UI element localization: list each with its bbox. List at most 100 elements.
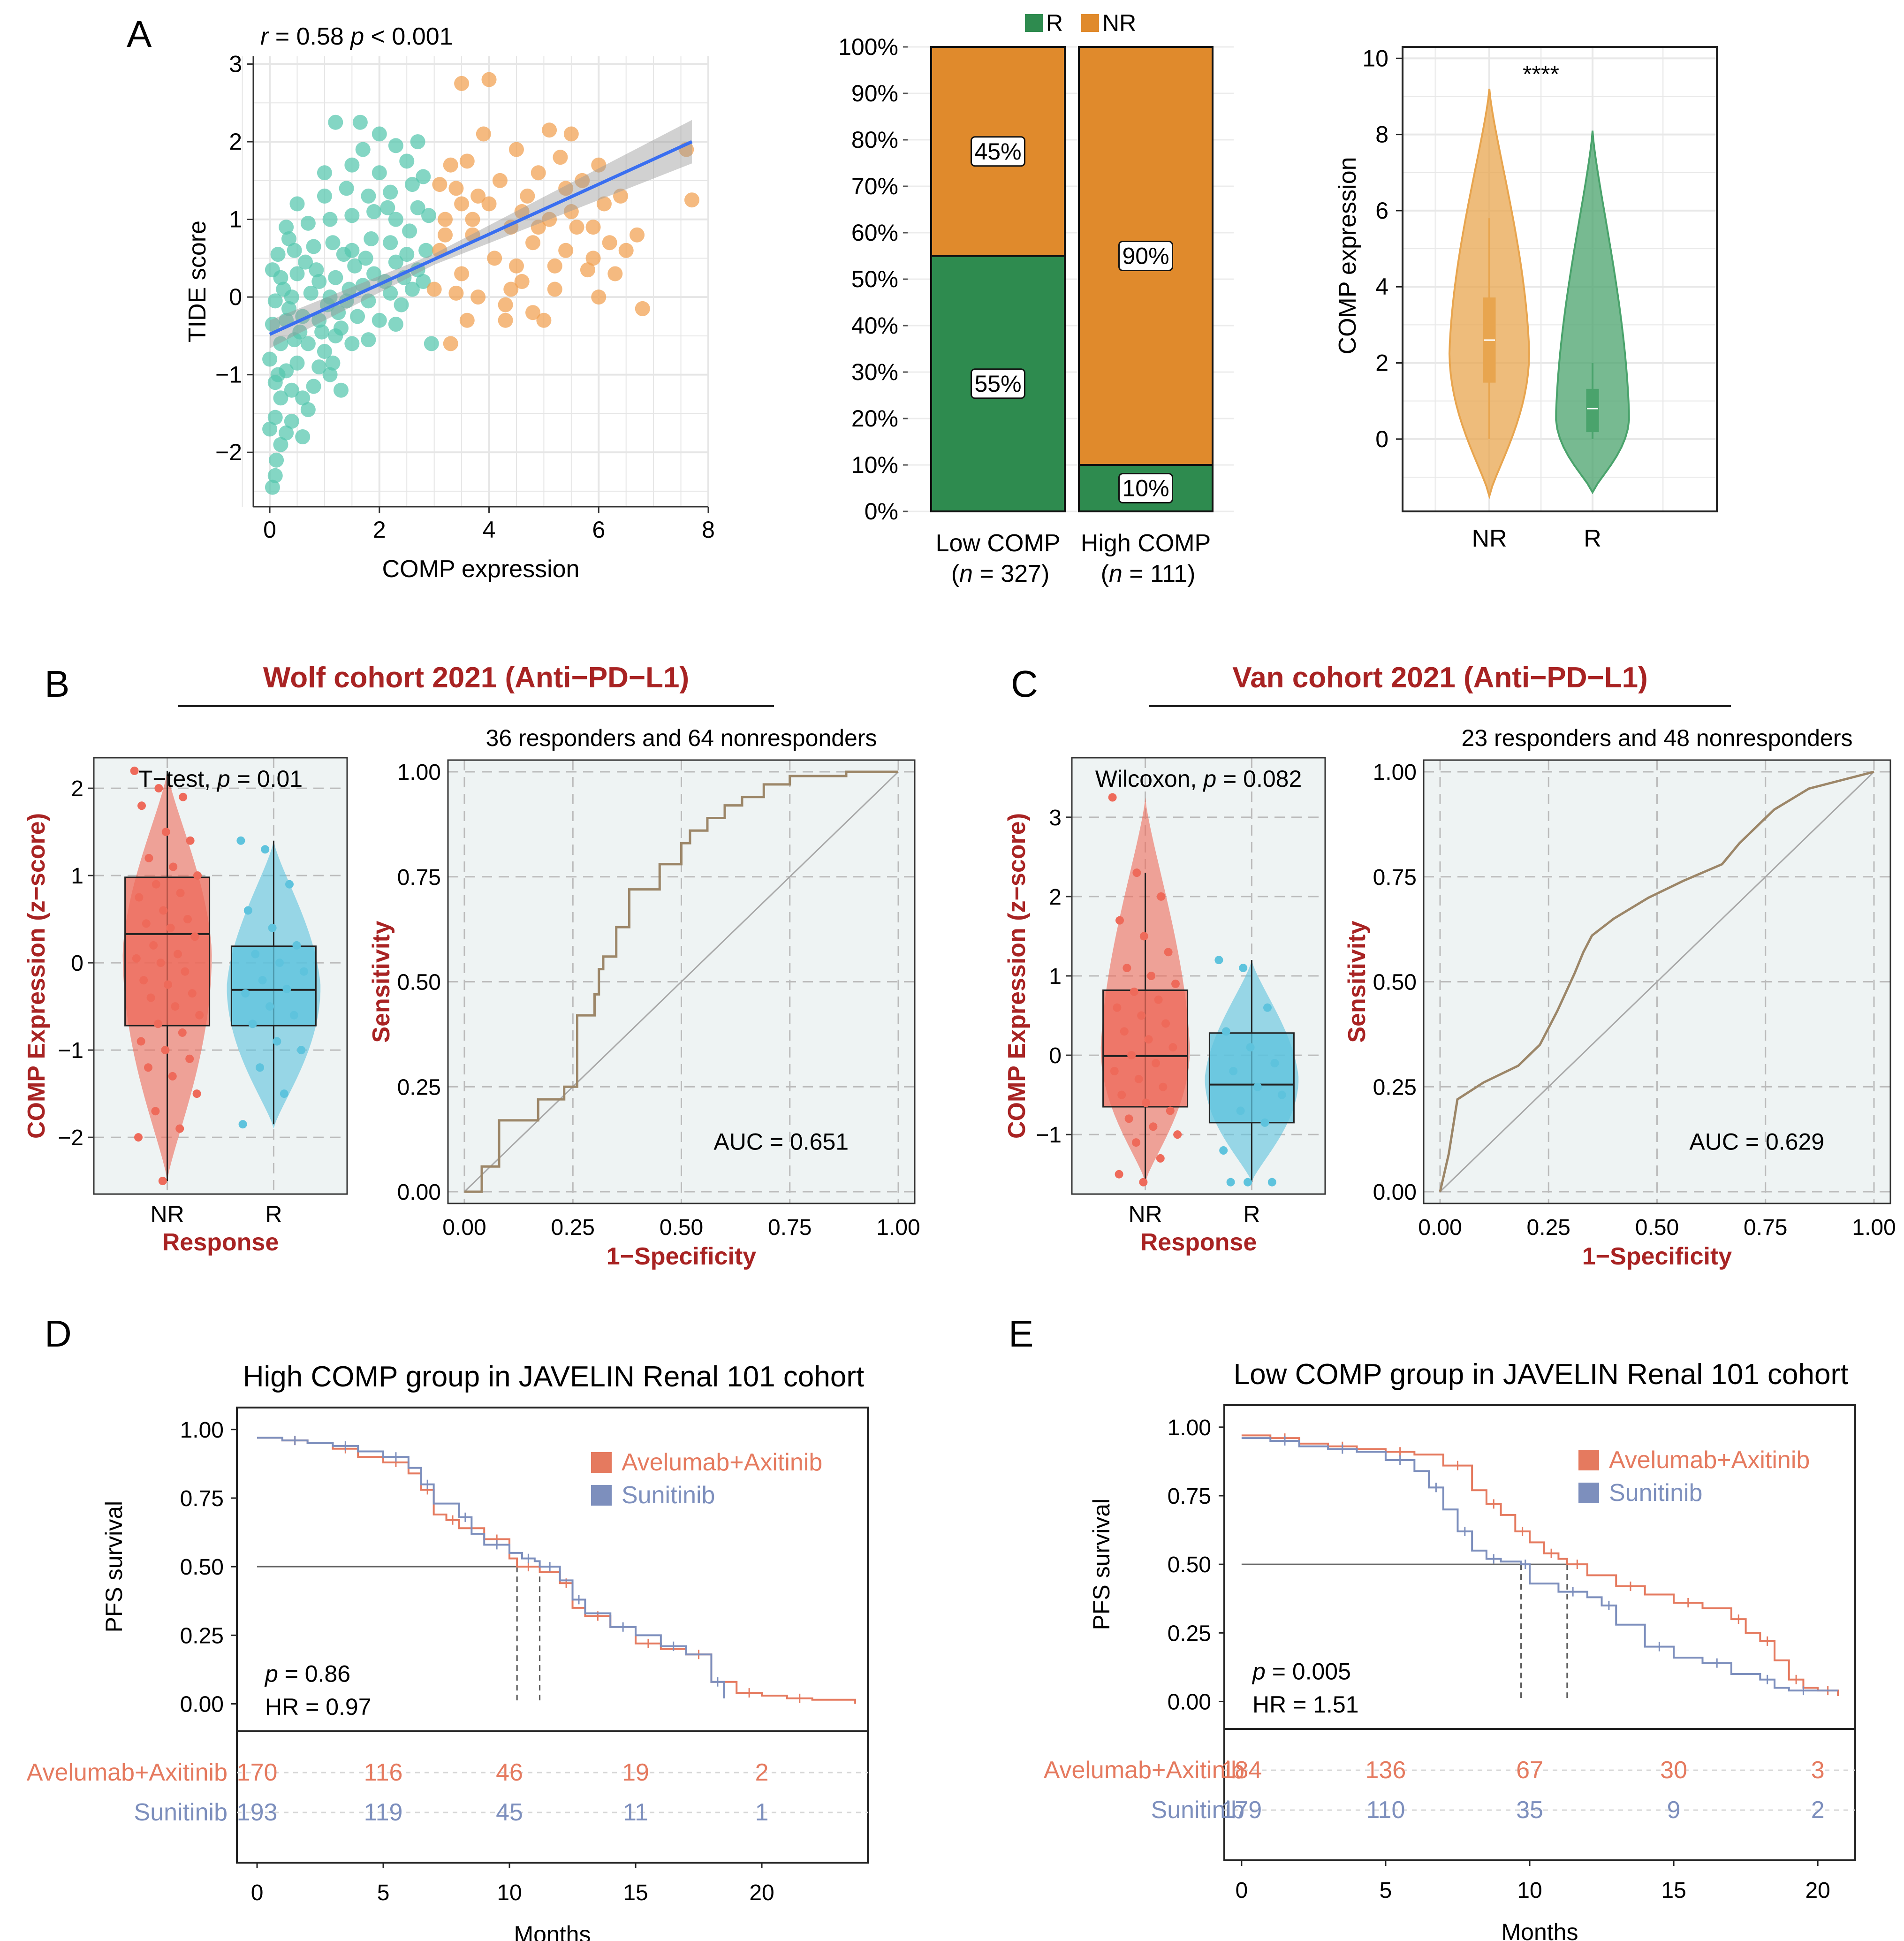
- jitter-point: [273, 1037, 281, 1046]
- jitter-point: [1244, 1178, 1252, 1187]
- scatter-point: [333, 320, 349, 336]
- bar-segment: [930, 255, 1066, 512]
- scatter-point: [262, 351, 278, 367]
- scatter-point: [273, 336, 288, 351]
- scatter-point: [547, 258, 562, 274]
- risk-count: 110: [1366, 1796, 1405, 1824]
- roc-curve: [1439, 770, 1874, 1192]
- y-tick-label: −1: [58, 1038, 83, 1063]
- scatter-point: [602, 235, 617, 251]
- y-axis-label: TIDE score: [184, 221, 211, 343]
- scatter-point: [492, 173, 508, 188]
- x-tick-label: 0.00: [442, 1215, 486, 1240]
- jitter-point: [195, 1011, 204, 1020]
- jitter-point: [134, 1133, 143, 1142]
- scatter-point: [618, 243, 634, 258]
- scatter-point: [404, 177, 420, 192]
- y-tick-label: 0%: [865, 498, 898, 525]
- x-tick-label: 0.50: [660, 1215, 703, 1240]
- scatter-point: [276, 282, 291, 297]
- censor-mark: [1568, 1587, 1578, 1597]
- censor-mark: [1431, 1483, 1441, 1492]
- jitter-point: [161, 828, 170, 837]
- y-tick-label: 3: [1049, 806, 1062, 830]
- x-tick-label: 20: [749, 1880, 774, 1905]
- stat-hr: HR = 0.97: [265, 1694, 372, 1720]
- y-tick-label: 1.00: [180, 1418, 224, 1443]
- test-label: T−test, p = 0.01: [138, 766, 303, 792]
- scatter-point: [281, 301, 296, 316]
- scatter-point: [281, 231, 296, 246]
- jitter-point: [1139, 932, 1148, 941]
- jitter-point: [1236, 1106, 1245, 1115]
- category-label: NR: [1128, 1201, 1162, 1227]
- scatter-point: [325, 355, 341, 371]
- y-tick-label: 3: [229, 51, 242, 77]
- jitter-point: [164, 980, 172, 989]
- jitter-point: [186, 836, 195, 845]
- plot-frame: [1423, 759, 1891, 1204]
- jitter-point: [161, 1046, 170, 1055]
- risk-table-label: Avelumab+Axitinib: [27, 1759, 228, 1786]
- data-label-box: [971, 368, 1025, 399]
- censor-mark: [668, 1641, 678, 1651]
- plot-frame: [447, 759, 916, 1204]
- jitter-point: [289, 1011, 298, 1020]
- panel-label-b: B: [45, 663, 69, 705]
- x-axis-label: Months: [1502, 1919, 1578, 1941]
- jitter-point: [241, 989, 250, 998]
- jitter-point: [1270, 1059, 1279, 1067]
- scatter-point: [303, 285, 319, 301]
- scatter-point: [416, 169, 431, 184]
- y-axis-label: PFS survival: [1088, 1499, 1115, 1630]
- y-tick-label: 10%: [851, 452, 898, 478]
- scatter-point: [531, 165, 546, 181]
- y-tick-label: 50%: [851, 266, 898, 292]
- scatter-point: [380, 200, 395, 215]
- censor-mark: [1520, 1560, 1530, 1569]
- chart-a1-scatter: 0 2 4 6 8 −2 −1 0 1 2 3 COMP expression TIDE score r …: [184, 23, 715, 583]
- y-tick-label: −2: [58, 1126, 83, 1150]
- risk-count: 1: [755, 1799, 769, 1826]
- scatter-point: [520, 188, 535, 204]
- censor-mark: [423, 1479, 432, 1489]
- jitter-point: [1152, 1059, 1160, 1067]
- diagonal-reference: [1439, 771, 1875, 1193]
- y-tick-label: 4: [1375, 274, 1388, 300]
- jitter-point: [1168, 1043, 1177, 1052]
- x-tick-label: 0.75: [1744, 1215, 1787, 1240]
- censor-mark: [1453, 1461, 1463, 1470]
- panel-b-title: Wolf cohort 2021 (Anti−PD−L1): [263, 662, 689, 694]
- y-tick-label: 70%: [851, 173, 898, 199]
- data-label-box: [971, 136, 1025, 167]
- censor-mark: [1654, 1642, 1664, 1652]
- jitter-point: [174, 950, 182, 959]
- censor-mark: [1547, 1548, 1556, 1558]
- censor-mark: [1337, 1444, 1347, 1454]
- x-tick-label: 1.00: [1852, 1215, 1896, 1240]
- jitter-point: [1124, 1114, 1133, 1123]
- jitter-point: [248, 1020, 257, 1028]
- scatter-point: [536, 312, 552, 328]
- data-label-box: [1118, 473, 1173, 503]
- scatter-point: [476, 126, 491, 142]
- scatter-point: [684, 192, 699, 208]
- x-tick-label: 5: [377, 1880, 390, 1905]
- jitter-point: [154, 784, 163, 793]
- scatter-point: [317, 343, 332, 359]
- y-tick-label: 40%: [851, 312, 898, 339]
- scatter-point: [498, 297, 513, 312]
- y-axis-label: Sensitivity: [1343, 921, 1371, 1043]
- scatter-point: [635, 301, 650, 316]
- scatter-point: [265, 262, 280, 278]
- jitter-point: [236, 836, 245, 845]
- y-tick-label: 30%: [851, 359, 898, 385]
- scatter-point: [410, 200, 425, 215]
- scatter-point: [366, 204, 382, 220]
- y-tick-label: 90%: [851, 80, 898, 107]
- scatter-point: [418, 243, 434, 258]
- x-tick-label: 0.75: [768, 1215, 812, 1240]
- jitter-point: [151, 1107, 160, 1116]
- scatter-point: [270, 247, 286, 262]
- scatter-point: [547, 282, 562, 297]
